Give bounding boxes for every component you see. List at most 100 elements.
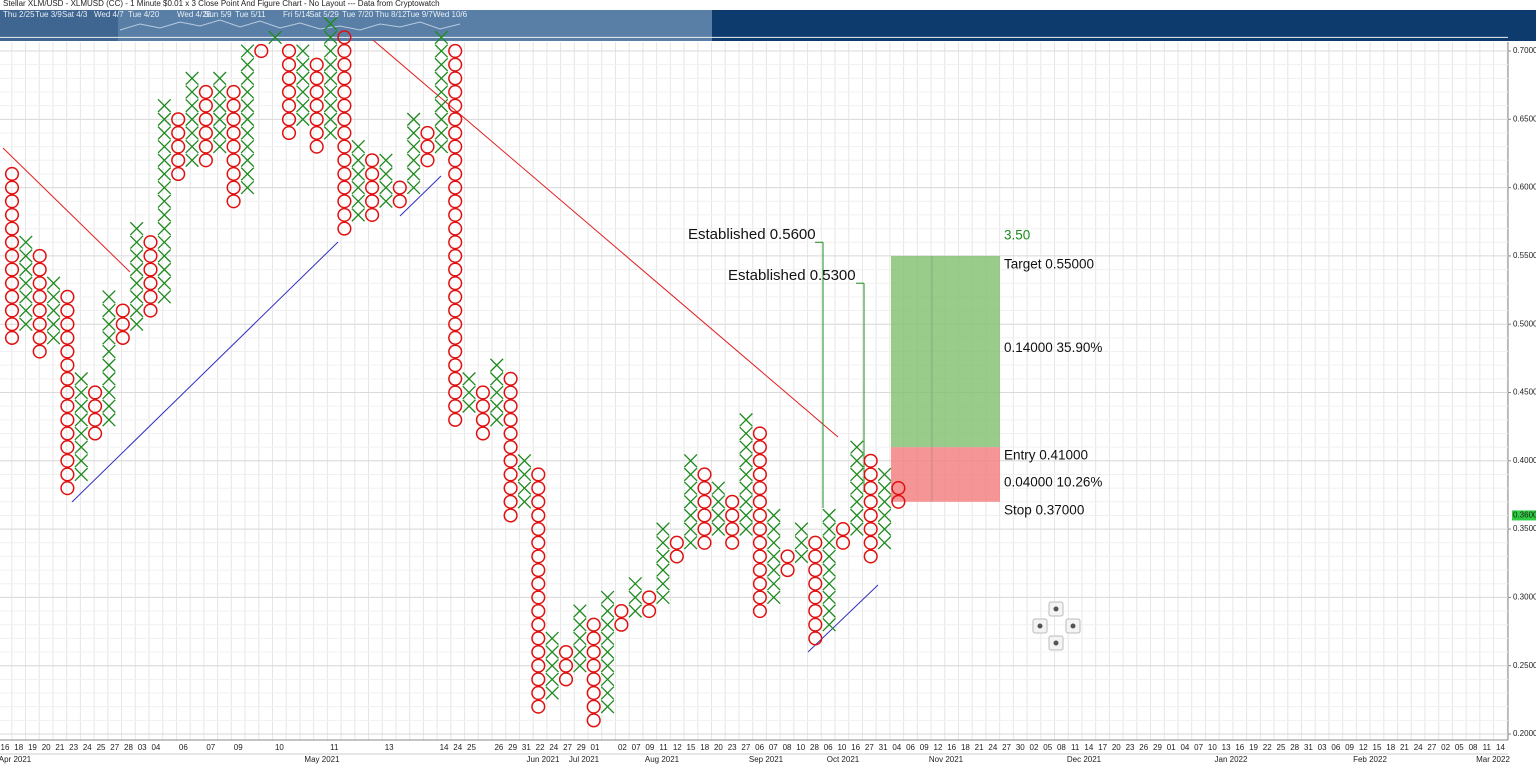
established-label: Established 0.5300 xyxy=(728,267,856,284)
x-tick-label: 10 xyxy=(1208,743,1217,752)
x-box xyxy=(46,290,61,304)
x-column xyxy=(185,71,199,168)
navigator-date: Fri 5/14 xyxy=(283,10,311,19)
x-column xyxy=(268,30,282,45)
o-column xyxy=(531,467,546,714)
x-tick-label: 09 xyxy=(920,743,929,752)
o-box xyxy=(281,43,297,59)
x-box xyxy=(102,344,116,359)
o-box xyxy=(697,494,712,509)
o-box xyxy=(448,303,463,318)
x-tick-label: 18 xyxy=(961,743,970,752)
o-box xyxy=(586,631,601,646)
x-box xyxy=(545,686,559,700)
x-box xyxy=(822,617,836,632)
x-tick-label: 07 xyxy=(206,743,215,752)
o-box xyxy=(32,303,47,318)
o-box xyxy=(863,508,878,523)
o-box xyxy=(808,590,823,605)
x-tick-label: 28 xyxy=(124,743,133,752)
x-box xyxy=(296,57,310,72)
y-tick-label: 0.7000 xyxy=(1513,46,1536,55)
x-column xyxy=(102,290,116,427)
o-box xyxy=(171,139,186,154)
x-box xyxy=(656,522,670,536)
chart-title: Stellar XLM/USD - XLMUSD (CC) - 1 Minute… xyxy=(3,0,440,8)
x-tick-label: 04 xyxy=(892,743,901,752)
o-box xyxy=(281,57,297,72)
x-box xyxy=(656,576,670,591)
x-box xyxy=(711,481,726,495)
o-box xyxy=(226,180,241,195)
x-box xyxy=(739,508,753,523)
o-box xyxy=(365,180,380,195)
trend-line xyxy=(399,175,442,217)
navigator-left xyxy=(0,10,118,41)
o-box xyxy=(448,317,463,332)
y-tick-label: 0.4000 xyxy=(1513,456,1536,465)
x-box xyxy=(129,290,144,304)
x-box xyxy=(545,631,559,646)
x-tick-label: 10 xyxy=(796,743,805,752)
o-column xyxy=(281,43,297,141)
o-box xyxy=(448,289,463,304)
o-box xyxy=(752,535,767,550)
o-box xyxy=(863,467,878,482)
x-box xyxy=(19,235,33,250)
x-box xyxy=(296,85,310,99)
o-box xyxy=(531,467,546,482)
o-box xyxy=(642,590,657,605)
x-tick-label: 27 xyxy=(110,743,119,752)
o-box xyxy=(60,385,75,400)
x-tick-label: 23 xyxy=(728,743,737,752)
month-label: Oct 2021 xyxy=(827,755,860,764)
o-box xyxy=(4,166,20,182)
x-box xyxy=(822,535,836,550)
o-box xyxy=(808,576,823,591)
x-tick-label: 23 xyxy=(69,743,78,752)
o-box xyxy=(337,112,352,127)
x-tick-label: 02 xyxy=(1030,743,1039,752)
o-box xyxy=(281,98,297,113)
x-box xyxy=(462,372,476,386)
o-box xyxy=(4,262,20,277)
x-box xyxy=(406,139,421,154)
o-box xyxy=(448,358,463,373)
x-box xyxy=(351,139,366,154)
o-box xyxy=(531,590,546,605)
x-tick-label: 13 xyxy=(385,743,394,752)
o-box xyxy=(475,426,490,441)
o-box xyxy=(863,481,878,496)
o-box xyxy=(503,399,518,414)
x-box xyxy=(406,153,421,168)
o-box xyxy=(863,453,878,468)
x-tick-label: 29 xyxy=(577,743,586,752)
x-box xyxy=(240,44,255,58)
navigator-date: Tue 7/20 xyxy=(342,10,374,19)
o-column xyxy=(669,535,684,564)
x-box xyxy=(157,153,172,168)
x-box xyxy=(711,494,726,509)
x-column xyxy=(573,604,587,673)
x-box xyxy=(102,358,116,372)
x-tick-label: 06 xyxy=(755,743,764,752)
last-price-label: 0.3600 xyxy=(1513,511,1536,520)
x-box xyxy=(434,85,449,99)
navigator-window[interactable] xyxy=(118,10,712,41)
o-box xyxy=(4,221,20,236)
x-box xyxy=(379,167,393,181)
o-column xyxy=(752,426,767,619)
o-box xyxy=(198,139,213,154)
ratio: 3.50 xyxy=(1004,227,1030,242)
x-tick-label: 31 xyxy=(879,743,888,752)
x-box xyxy=(434,112,449,127)
o-box xyxy=(337,125,352,141)
o-box xyxy=(88,399,103,414)
o-box xyxy=(337,71,352,86)
x-box xyxy=(157,180,172,195)
x-tick-label: 11 xyxy=(1071,743,1080,752)
x-tick-label: 07 xyxy=(1194,743,1203,752)
x-column xyxy=(351,139,366,222)
o-box xyxy=(586,685,601,701)
x-box xyxy=(850,440,864,454)
